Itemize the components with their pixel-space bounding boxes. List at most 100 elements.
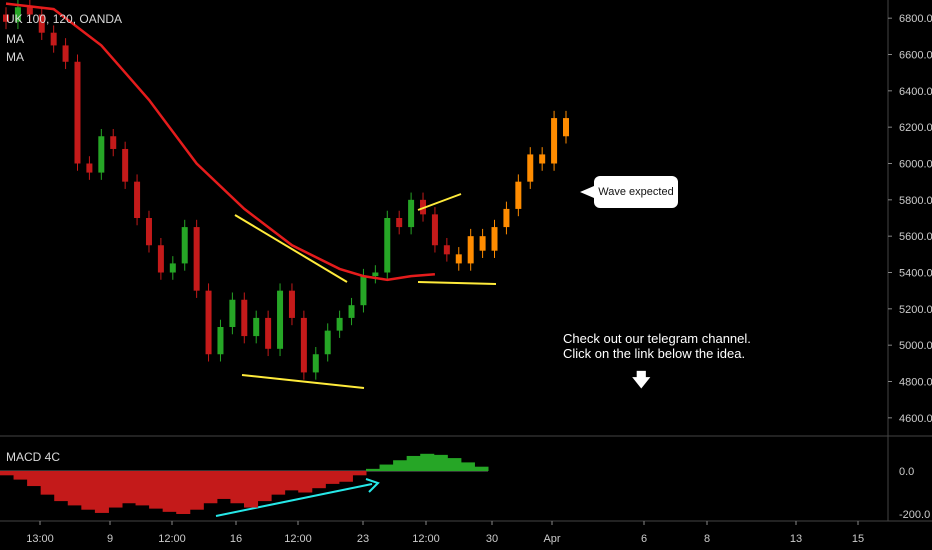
- x-tick-label: 13:00: [26, 533, 54, 545]
- price-candle: [253, 317, 260, 337]
- price-candle: [86, 163, 93, 173]
- macd-bar: [406, 455, 421, 471]
- y-tick-label: 5800.0: [899, 195, 932, 207]
- macd-bar: [122, 471, 137, 504]
- price-candle: [479, 236, 486, 251]
- price-candle: [157, 245, 164, 273]
- ma-indicator-label-1[interactable]: MA: [6, 32, 24, 46]
- price-candle: [122, 148, 129, 182]
- price-candle: [134, 181, 141, 218]
- macd-bar: [420, 453, 435, 471]
- x-tick-label: 13: [790, 533, 802, 545]
- x-tick-label: 12:00: [412, 533, 440, 545]
- price-candle: [62, 45, 69, 62]
- wave-expected-callout: Wave expected: [580, 176, 678, 208]
- price-candle: [515, 181, 522, 209]
- price-candles: [3, 0, 569, 380]
- down-arrow-icon: 🡇: [632, 370, 651, 390]
- price-candle: [98, 136, 105, 173]
- ma-indicator-label-2[interactable]: MA: [6, 50, 24, 64]
- price-candle: [205, 290, 212, 355]
- y-tick-label: 4600.0: [899, 413, 932, 425]
- macd-bar: [189, 471, 204, 510]
- macd-bar: [216, 471, 231, 499]
- price-candle: [384, 218, 391, 273]
- moving-average-layer: [5, 2, 435, 282]
- macd-bar: [162, 471, 177, 512]
- macd-bar: [393, 460, 408, 471]
- price-candle: [443, 245, 450, 255]
- price-candle: [348, 305, 355, 318]
- price-candle: [145, 218, 152, 246]
- macd-histogram: [0, 453, 489, 514]
- price-candle: [527, 154, 534, 182]
- price-candle: [300, 317, 307, 373]
- y-tick-label: 5000.0: [899, 340, 932, 352]
- macd-divergence-line: [215, 483, 373, 517]
- macd-bar: [460, 462, 475, 471]
- macd-bar: [81, 471, 96, 510]
- macd-bar: [379, 464, 394, 471]
- macd-bar: [244, 471, 259, 508]
- price-candle: [265, 317, 272, 349]
- price-candle: [408, 199, 415, 228]
- trendline: [241, 374, 365, 389]
- price-candle: [26, 7, 33, 15]
- price-candle: [50, 32, 57, 46]
- price-candle: [360, 276, 367, 306]
- price-candle: [491, 227, 498, 251]
- y-tick-label: 6200.0: [899, 122, 932, 134]
- macd-bar: [366, 468, 381, 471]
- price-candle: [241, 299, 248, 337]
- y-tick-label: 4800.0: [899, 377, 932, 389]
- price-candle: [110, 136, 117, 149]
- x-tick-label: 30: [486, 533, 498, 545]
- x-tick-label: 12:00: [284, 533, 312, 545]
- price-candle: [372, 272, 379, 277]
- macd-bar: [176, 471, 191, 514]
- price-candle: [467, 236, 474, 264]
- macd-indicator-label[interactable]: MACD 4C: [6, 450, 61, 464]
- macd-bar: [325, 471, 340, 484]
- price-candle: [455, 254, 462, 264]
- macd-bar: [257, 471, 272, 502]
- macd-bar: [13, 471, 28, 480]
- trendlines-layer: [215, 193, 497, 517]
- divergence-arrow-icon: [365, 478, 380, 493]
- macd-bar: [27, 471, 42, 487]
- price-candle: [229, 299, 236, 327]
- x-tick-label: 15: [852, 533, 864, 545]
- y-tick-label: 5200.0: [899, 304, 932, 316]
- trendline: [417, 193, 462, 211]
- price-candle: [312, 354, 319, 373]
- price-candle: [539, 154, 546, 164]
- price-candle: [563, 118, 569, 137]
- price-candle: [396, 218, 403, 228]
- price-candle: [14, 7, 21, 22]
- y-tick-label: 5400.0: [899, 268, 932, 280]
- macd-bar: [433, 454, 448, 471]
- price-candle: [324, 330, 331, 355]
- symbol-title[interactable]: UK 100, 120, OANDA: [6, 12, 123, 26]
- x-tick-label: Apr: [543, 533, 560, 545]
- macd-bar: [135, 471, 150, 506]
- macd-bar: [108, 471, 123, 508]
- x-tick-label: 16: [230, 533, 242, 545]
- price-candle: [193, 227, 200, 291]
- x-tick-label: 12:00: [158, 533, 186, 545]
- price-candle: [217, 327, 224, 355]
- x-tick-label: 9: [107, 533, 113, 545]
- price-candle: [169, 263, 176, 273]
- macd-bar: [352, 471, 367, 476]
- macd-bar: [0, 471, 15, 476]
- macd-y-tick-label: -200.0: [899, 509, 930, 521]
- macd-bar: [474, 466, 489, 471]
- macd-bar: [149, 471, 164, 509]
- x-tick-label: 6: [641, 533, 647, 545]
- macd-bar: [338, 471, 353, 482]
- macd-bar: [54, 471, 69, 502]
- y-tick-label: 5600.0: [899, 231, 932, 243]
- macd-bar: [94, 471, 109, 513]
